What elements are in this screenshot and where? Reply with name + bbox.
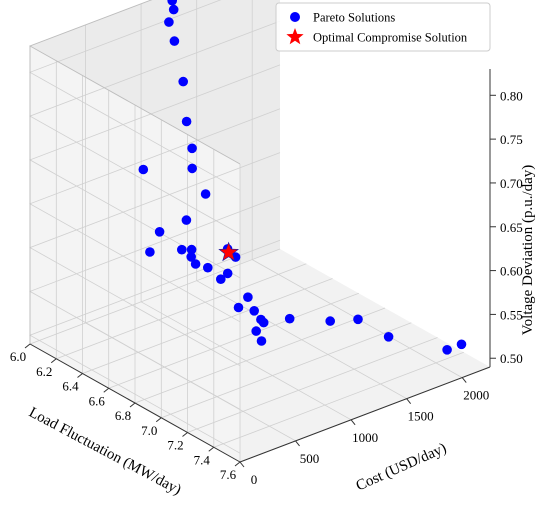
pareto-point [178, 76, 188, 87]
pareto-point [164, 17, 174, 27]
pareto-point [249, 306, 259, 316]
pareto-point [353, 314, 363, 325]
y-tick-label: 6.0 [10, 349, 26, 364]
x-axis-label: Cost (USD/day) [354, 440, 449, 494]
pareto-point [154, 227, 165, 237]
pareto-point [187, 163, 197, 174]
y-tick [103, 387, 110, 393]
pareto-point [138, 164, 149, 175]
z-tick-label: 0.75 [500, 132, 523, 147]
pareto-point [186, 252, 196, 262]
x-tick-label: 500 [300, 451, 320, 466]
legend-marker-optimal [286, 28, 304, 45]
y-tick [234, 461, 241, 467]
x-tick-label: 2000 [463, 388, 489, 403]
x-tick-label: 0 [251, 472, 258, 487]
legend-box [275, 2, 491, 52]
optimal-solution-star [218, 241, 240, 262]
y-tick [77, 373, 83, 378]
pareto-point [190, 259, 201, 269]
y-tick-label: 7.0 [141, 423, 157, 438]
data-points [138, 0, 467, 355]
x-tick [239, 461, 245, 468]
pareto-point [181, 215, 192, 225]
pareto-point [203, 262, 213, 273]
y-tick-label: 7.4 [194, 452, 211, 467]
pareto-point [442, 345, 452, 355]
y-tick-label: 6.2 [36, 364, 52, 379]
tick-labels: 0 500 1000 1500 2000 6.0 6.2 6.4 6.6 6.8 7.0 7.2 7.4… [10, 88, 523, 487]
pareto-point [284, 313, 295, 324]
pareto-point [325, 316, 336, 326]
x-tick [295, 440, 300, 447]
y-tick-label: 7.2 [167, 438, 183, 453]
y-tick [208, 446, 215, 452]
z-tick-label: 0.50 [500, 351, 523, 366]
y-tick [50, 358, 57, 364]
pareto-point [167, 0, 177, 6]
x-tick-label: 1000 [352, 430, 378, 445]
axis-lines [24, 0, 496, 468]
z-tick-label: 0.55 [500, 307, 523, 322]
pareto-point [145, 247, 155, 257]
legend-label-pareto: Pareto Solutions [313, 11, 395, 25]
y-tick [24, 343, 31, 349]
pareto-point [181, 116, 192, 127]
x-tick [406, 398, 412, 404]
pareto-point [200, 189, 211, 199]
z-axis-label: Voltage Deviation (p.u./day) [520, 165, 536, 336]
pareto-point [233, 302, 244, 313]
y-tick [182, 432, 188, 437]
z-tick-label: 0.70 [500, 176, 523, 191]
legend: Pareto Solutions Optimal Compromise Solu… [275, 2, 491, 52]
pareto-point [216, 274, 226, 285]
pareto-point [383, 332, 394, 342]
pareto-point [168, 4, 179, 15]
legend-label-optimal: Optimal Compromise Solution [313, 31, 468, 45]
pareto-point [456, 339, 467, 350]
pareto-point [256, 336, 267, 346]
pareto-point [222, 268, 233, 279]
y-tick-label: 7.6 [220, 467, 237, 482]
z-tick-label: 0.80 [500, 88, 523, 103]
z-tick-label: 0.65 [500, 220, 523, 235]
z-tick-label: 0.60 [500, 264, 523, 279]
legend-marker-pareto [290, 12, 300, 22]
pareto-point [243, 292, 253, 303]
pareto-point [169, 36, 180, 46]
y-tick-label: 6.6 [89, 393, 106, 408]
pareto-point [177, 244, 187, 255]
x-tick [461, 377, 467, 383]
pareto-point [256, 314, 266, 325]
y-tick [129, 402, 136, 408]
x-axis-line [239, 366, 491, 463]
x-tick-label: 1500 [408, 409, 434, 424]
pareto-point [187, 143, 197, 154]
x-tick [350, 419, 356, 426]
y-tick-label: 6.8 [115, 408, 131, 423]
pareto-point [186, 244, 197, 255]
pareto-point [251, 326, 261, 336]
y-tick [155, 417, 162, 423]
y-tick-label: 6.4 [62, 379, 79, 394]
